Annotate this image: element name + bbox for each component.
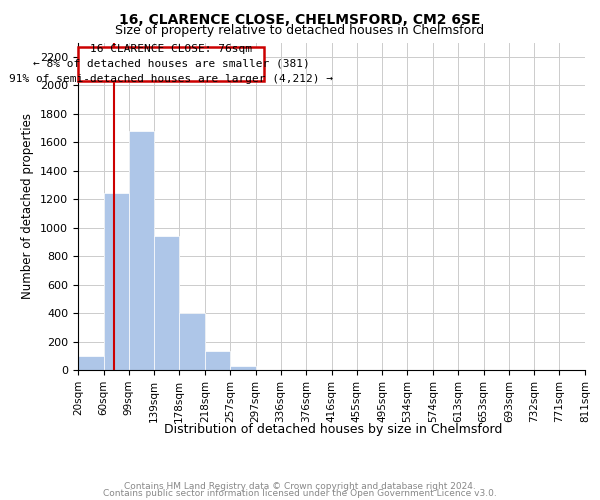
Bar [154,236,179,370]
Text: 16 CLARENCE CLOSE: 76sqm
← 8% of detached houses are smaller (381)
91% of semi-d: 16 CLARENCE CLOSE: 76sqm ← 8% of detache… [9,44,333,84]
FancyBboxPatch shape [78,47,264,81]
Bar [205,352,230,370]
Text: Contains public sector information licensed under the Open Government Licence v3: Contains public sector information licen… [103,489,497,498]
Text: Contains HM Land Registry data © Crown copyright and database right 2024.: Contains HM Land Registry data © Crown c… [124,482,476,491]
Bar [230,366,256,370]
Bar [104,194,128,370]
Y-axis label: Number of detached properties: Number of detached properties [22,114,34,299]
Bar [128,131,154,370]
Text: Size of property relative to detached houses in Chelmsford: Size of property relative to detached ho… [115,24,485,37]
Bar [78,356,104,370]
Text: 16, CLARENCE CLOSE, CHELMSFORD, CM2 6SE: 16, CLARENCE CLOSE, CHELMSFORD, CM2 6SE [119,12,481,26]
Bar [179,313,205,370]
Text: Distribution of detached houses by size in Chelmsford: Distribution of detached houses by size … [164,422,502,436]
